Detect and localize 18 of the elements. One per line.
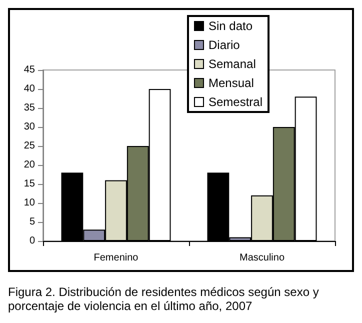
legend-label: Diario bbox=[208, 38, 240, 52]
y-tick-label: 35 bbox=[24, 102, 36, 114]
legend-label: Semestral bbox=[208, 95, 263, 109]
legend-label: Semanal bbox=[208, 57, 256, 71]
x-tick-label: Masculino bbox=[239, 252, 285, 264]
y-tick-label: 15 bbox=[24, 178, 36, 190]
y-tick-label: 20 bbox=[24, 160, 36, 170]
y-tick-label: 0 bbox=[29, 236, 36, 246]
y-tick-label: 30 bbox=[24, 122, 36, 132]
y-tick-label: 10 bbox=[24, 198, 36, 208]
y-tick-label: 40 bbox=[24, 84, 36, 94]
y-tick-label: 5 bbox=[29, 216, 36, 228]
legend-label: Sin dato bbox=[208, 19, 253, 33]
y-tick-label: 25 bbox=[24, 140, 36, 152]
x-tick-label: Femenino bbox=[94, 252, 139, 264]
text: Figura 2. Distribución de residentes médicos según sexo y porcentaje de violencia en el último año, 2007 bbox=[8, 285, 322, 313]
legend-label: Mensual bbox=[208, 76, 254, 90]
y-tick-label: 45 bbox=[24, 64, 36, 76]
